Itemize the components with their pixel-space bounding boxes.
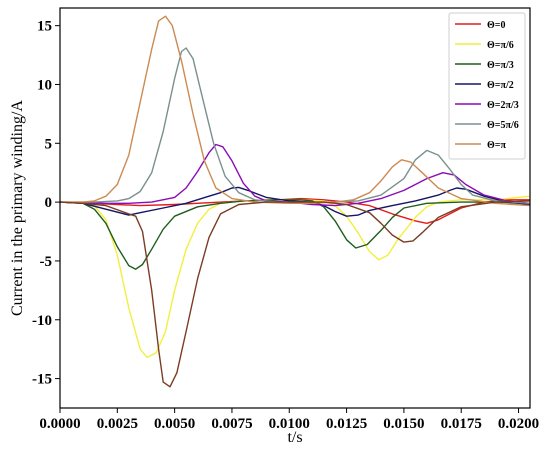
legend-label: Θ=2π/3 xyxy=(487,100,519,111)
y-tick-label: 15 xyxy=(37,19,52,35)
series-line-2 xyxy=(59,199,531,270)
x-tick-label: 0.0125 xyxy=(326,416,367,432)
series-line-5 xyxy=(60,47,531,204)
legend-box xyxy=(448,12,526,160)
x-tick-label: 0.0175 xyxy=(441,416,482,432)
series-line-7 xyxy=(59,200,531,388)
series-line-0 xyxy=(59,197,530,224)
legend-label: Θ=π xyxy=(487,140,506,151)
y-tick-label: -10 xyxy=(32,313,52,329)
x-tick-label: 0.0200 xyxy=(498,416,539,432)
legend-label: Θ=5π/6 xyxy=(487,120,519,131)
legend: Θ=0 Θ=π/6 Θ=π/3 Θ=π/2 Θ=2π/3 Θ=5π/6 Θ=π xyxy=(448,12,526,160)
series-line-6 xyxy=(60,15,531,207)
legend-label: Θ=π/6 xyxy=(487,40,514,51)
x-tick-label: 0.0000 xyxy=(39,416,80,432)
x-tick-label: 0.0025 xyxy=(97,416,138,432)
y-tick-label: 10 xyxy=(37,77,52,93)
legend-label: Θ=π/3 xyxy=(487,60,514,71)
legend-label: Θ=0 xyxy=(487,20,505,31)
y-tick-label: -15 xyxy=(32,372,52,388)
tick-layer: 0.0000 0.0025 0.0050 0.0075 0.0100 0.0125 0.01… xyxy=(32,19,539,432)
x-tick-label: 0.0075 xyxy=(211,416,252,432)
x-tick-label: 0.0150 xyxy=(383,416,424,432)
y-tick-label: -5 xyxy=(40,254,53,270)
x-tick-label: 0.0100 xyxy=(269,416,310,432)
plot-frame xyxy=(59,7,531,409)
series-line-1 xyxy=(59,195,531,359)
legend-label: Θ=π/2 xyxy=(487,80,514,91)
y-tick-label: 5 xyxy=(45,136,53,152)
x-axis-label: t/s xyxy=(287,429,302,446)
y-axis-label: Current in the primary winding/A xyxy=(9,100,26,316)
y-tick-label: 0 xyxy=(45,195,53,211)
series-layer xyxy=(59,15,531,388)
x-tick-label: 0.0050 xyxy=(154,416,195,432)
